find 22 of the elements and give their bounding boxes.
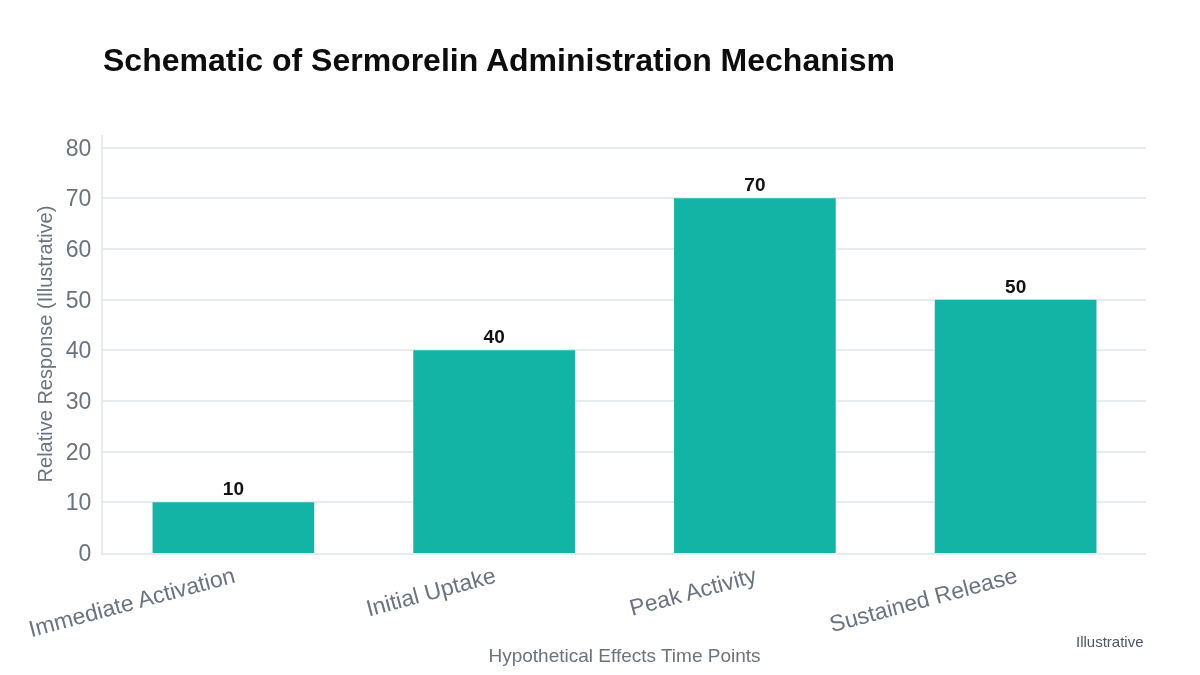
data-label: 10 [222, 478, 244, 500]
y-tick-label: 50 [65, 286, 92, 313]
x-tick-label: Peak Activity [626, 561, 760, 621]
data-label: 50 [1005, 275, 1027, 297]
y-axis-title: Relative Response (Illustrative) [33, 205, 56, 483]
y-tick-label: 40 [65, 337, 92, 364]
x-tick-label: Initial Uptake [363, 561, 499, 622]
y-tick-label: 70 [65, 185, 92, 212]
y-tick-label: 30 [65, 388, 92, 415]
bar [674, 198, 836, 553]
data-label: 70 [744, 174, 766, 196]
bar [413, 350, 575, 553]
x-axis-title: Hypothetical Effects Time Points [488, 645, 761, 667]
y-tick-label: 60 [65, 236, 92, 263]
y-tick-label: 10 [65, 489, 92, 516]
text: Illustrative [1076, 633, 1144, 650]
y-tick-label: 80 [65, 134, 92, 161]
data-label: 40 [483, 326, 505, 348]
bar [934, 299, 1097, 553]
bar [152, 502, 315, 553]
y-tick-label: 20 [65, 438, 92, 465]
chart-title: Schematic of Sermorelin Administration Mechanism [103, 42, 895, 79]
